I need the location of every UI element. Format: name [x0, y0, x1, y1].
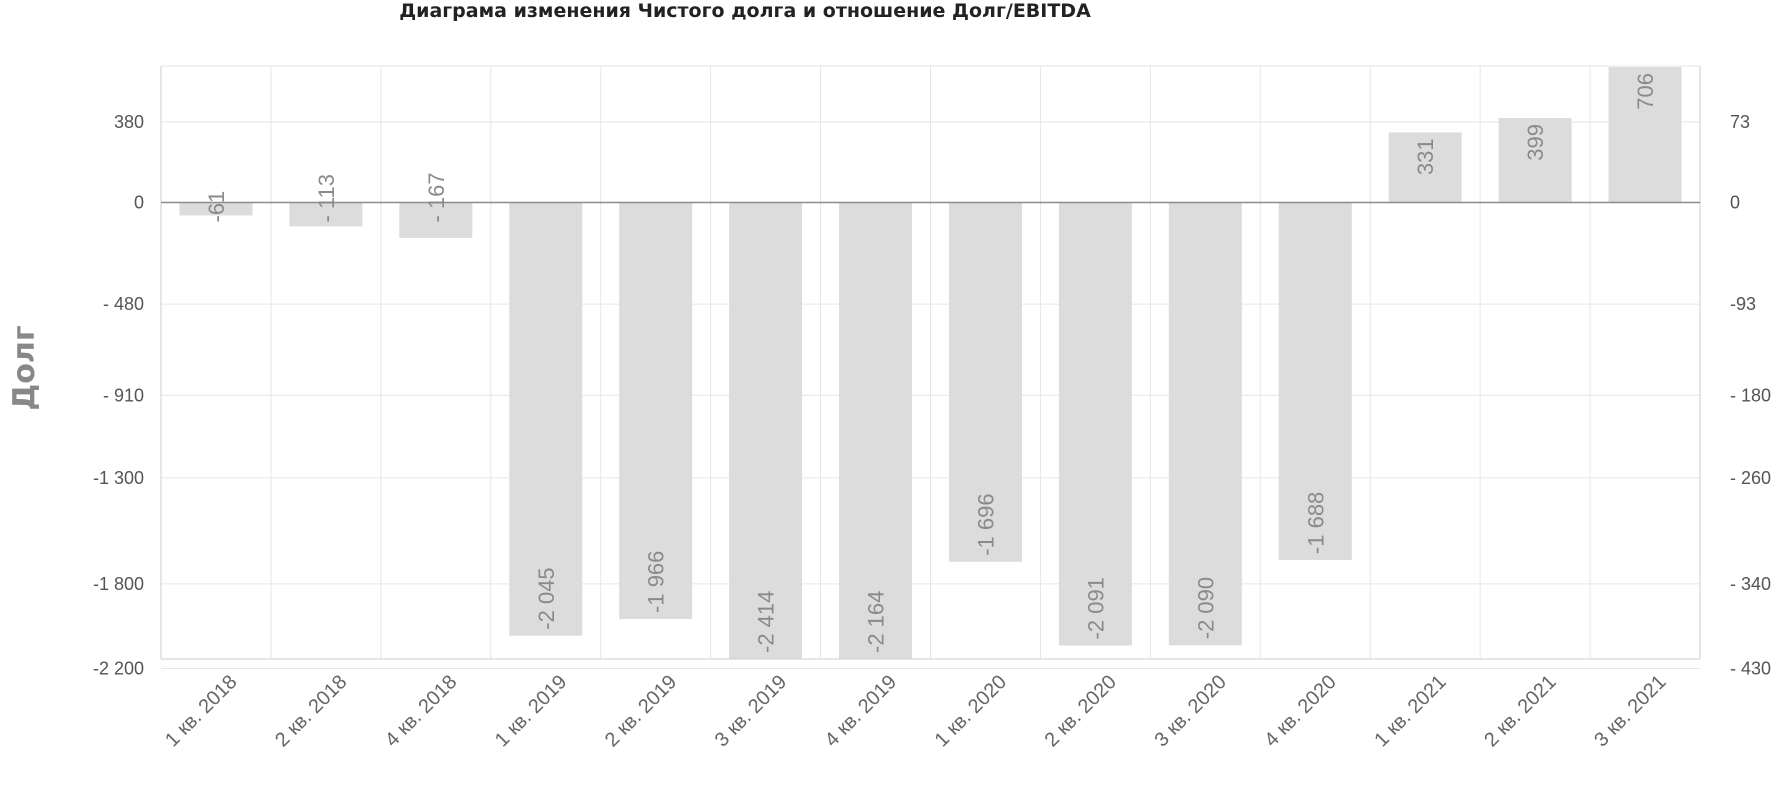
x-tick-label: 1 кв. 2018 [161, 671, 241, 751]
y-tick-label: -1 300 [93, 468, 144, 488]
x-tick-label: 1 кв. 2019 [491, 671, 571, 751]
y2-tick-label: - 180 [1730, 385, 1771, 405]
x-tick-label: 3 кв. 2020 [1150, 671, 1230, 751]
y2-tick-label: - 340 [1730, 574, 1771, 594]
bar [619, 202, 693, 619]
y2-tick-label: 73 [1730, 112, 1750, 132]
y2-tick-label: 0 [1730, 193, 1740, 213]
bar-value-label: -61 [204, 191, 229, 223]
grid-lines [160, 65, 1701, 670]
bars [179, 67, 1682, 659]
bar [289, 202, 363, 227]
bar-value-label: -2 414 [754, 591, 779, 653]
bar [509, 202, 583, 636]
y2-tick-label: - 430 [1730, 659, 1771, 679]
bar [839, 202, 913, 659]
y-axis-label: Долг [7, 326, 42, 411]
y-tick-label: 0 [134, 193, 144, 213]
x-tick-label: 1 кв. 2021 [1370, 671, 1450, 751]
x-tick-label: 2 кв. 2018 [271, 671, 351, 751]
y-tick-label: -1 800 [93, 574, 144, 594]
y2-tick-label: -93 [1730, 294, 1756, 314]
bar-value-label: 331 [1413, 138, 1438, 175]
y-tick-label: - 480 [103, 294, 144, 314]
y-tick-label: 380 [114, 112, 144, 132]
x-tick-label: 4 кв. 2018 [381, 671, 461, 751]
bar [1608, 67, 1682, 203]
y-tick-label: - 910 [103, 385, 144, 405]
x-tick-label: 2 кв. 2021 [1480, 671, 1560, 751]
bar [1498, 117, 1572, 203]
bar-value-label: -2 090 [1193, 577, 1218, 639]
x-tick-label: 3 кв. 2019 [711, 671, 791, 751]
bar-value-label: - 167 [424, 172, 449, 222]
bar-value-label: -1 696 [973, 493, 998, 555]
x-tick-label: 1 кв. 2020 [931, 671, 1011, 751]
bar [1058, 202, 1132, 646]
x-tick-label: 4 кв. 2020 [1260, 671, 1340, 751]
bar [1388, 132, 1462, 203]
bar [729, 202, 803, 659]
bar-value-label: -2 091 [1083, 577, 1108, 639]
axes: 380 73 0 0 - 480 -93 - 910 - 180 -1 300 - 260 -1 8… [93, 66, 1771, 679]
x-tick-label: 2 кв. 2020 [1041, 671, 1121, 751]
bar [1278, 202, 1352, 561]
x-tick-label: 2 кв. 2019 [601, 671, 681, 751]
data-labels: -61 - 113 - 167 -2 045 -1 966 -2 414 -2 164 -1 … [204, 73, 1658, 653]
bar-value-label: 399 [1523, 124, 1548, 161]
y2-tick-label: - 260 [1730, 468, 1771, 488]
x-tick-label: 4 кв. 2019 [821, 671, 901, 751]
bar [399, 202, 473, 238]
y-tick-label: -2 200 [93, 659, 144, 679]
bar-value-label: -2 164 [864, 591, 889, 653]
bar-value-label: -1 688 [1303, 492, 1328, 554]
x-tick-labels: 1 кв. 2018 2 кв. 2018 4 кв. 2018 1 кв. 2019… [161, 671, 1670, 751]
bar-value-label: -1 966 [644, 551, 669, 613]
x-tick-label: 3 кв. 2021 [1590, 671, 1670, 751]
chart-title: Диаграма изменения Чистого долга и отнош… [399, 0, 1091, 22]
bar [1168, 202, 1242, 646]
bar [179, 202, 253, 216]
bar-value-label: 706 [1633, 73, 1658, 110]
bar-value-label: -2 045 [534, 567, 559, 629]
bar-value-label: - 113 [314, 174, 339, 223]
bar [948, 202, 1022, 562]
